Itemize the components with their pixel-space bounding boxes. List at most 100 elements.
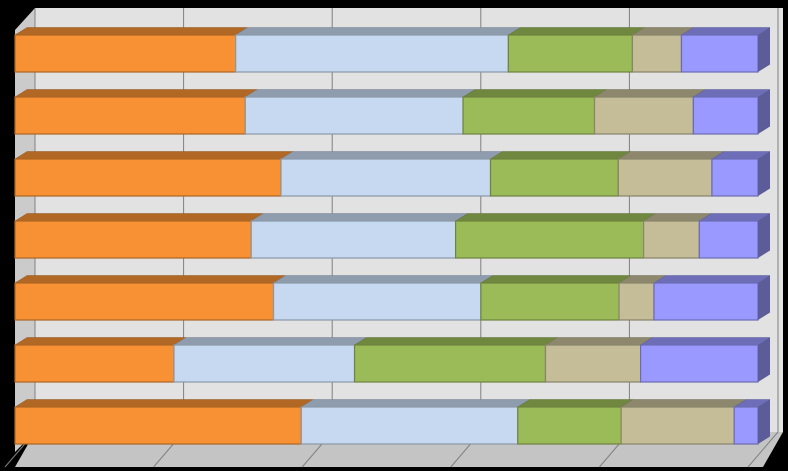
bar-segment-5-row-5-front: [653, 282, 759, 321]
bar-segment-5-row-5-top: [653, 275, 771, 284]
bar-segment-5-row-6-front: [640, 344, 759, 383]
bar-segment-1-row-4: [14, 213, 265, 259]
bar-segment-5-row-2-front: [692, 96, 759, 135]
bar-segment-4-row-4-front: [642, 220, 700, 259]
bar-segment-3-row-2: [462, 89, 608, 135]
bar-segment-2-row-4: [250, 213, 469, 259]
bar-segment-1-row-4-top: [14, 213, 265, 222]
bar-segment-3-row-5-front: [480, 282, 620, 321]
bar-segment-1-row-3-front: [14, 158, 282, 197]
bar-segment-1-row-2-front: [14, 96, 246, 135]
bar-segment-2-row-6-front: [173, 344, 356, 383]
bar-segment-4-row-7-top: [620, 399, 748, 408]
bar-segment-2-row-1: [234, 27, 522, 73]
bar-segment-2-row-3: [280, 151, 504, 197]
bar-segment-2-row-3-top: [280, 151, 504, 160]
bar-segment-1-row-3: [14, 151, 294, 197]
bar-segment-2-row-2-top: [244, 89, 476, 98]
bar-segment-5-row-1-front: [680, 34, 759, 73]
bar-segment-2-row-6-top: [173, 337, 368, 346]
bar-segment-4-row-3-top: [617, 151, 725, 160]
bar-segment-1-row-5-top: [14, 275, 287, 284]
bar-segment-1-row-5-front: [14, 282, 275, 321]
bar-segment-2-row-4-top: [250, 213, 469, 222]
bar-segment-2-row-7: [300, 399, 531, 445]
bar-segment-2-row-3-front: [280, 158, 492, 197]
bar-segment-1-row-5: [14, 275, 287, 321]
bar-segment-2-row-5-top: [272, 275, 494, 284]
bar-segment-4-row-1-front: [631, 34, 683, 73]
bar-segment-3-row-2-top: [462, 89, 608, 98]
bar-segment-2-row-6: [173, 337, 368, 383]
bar-segment-4-row-7-front: [620, 406, 735, 445]
bar-segment-3-row-3-front: [489, 158, 619, 197]
bar-segment-2-row-2-front: [244, 96, 464, 135]
bar-segment-5-row-6-side: [758, 337, 770, 382]
bar-segment-3-row-1-top: [507, 27, 646, 36]
bar-segment-3-row-5: [479, 275, 632, 321]
bar-segment-3-row-3-top: [489, 151, 632, 160]
bar-segment-4-row-3: [617, 151, 725, 197]
bar-segment-3-row-7-top: [516, 399, 635, 408]
bar-segment-4-row-5-front: [618, 282, 655, 321]
bar-segment-5-row-1-side: [758, 27, 770, 72]
bar-segment-2-row-5-front: [272, 282, 482, 321]
bar-segment-1-row-2-top: [14, 89, 259, 98]
bar-segment-5-row-7: [733, 399, 771, 445]
bar-segment-5-row-7-front: [733, 406, 759, 445]
bar-segment-3-row-1-front: [507, 34, 634, 73]
bar-segment-3-row-4-front: [454, 220, 645, 259]
bar-segment-5-row-1: [680, 27, 771, 73]
bar-segment-1-row-6-front: [14, 344, 175, 383]
bar-segment-1-row-7: [14, 399, 315, 445]
bar-segment-4-row-3-front: [617, 158, 713, 197]
bar-segment-5-row-4-top: [698, 213, 771, 222]
bar-segment-2-row-1-front: [235, 34, 509, 73]
bar-segment-2-row-1-top: [234, 27, 522, 36]
bar-segment-5-row-2-top: [692, 89, 771, 98]
bar-segment-3-row-5-top: [479, 275, 632, 284]
bar-segment-3-row-7-front: [517, 406, 622, 445]
bar-segment-2-row-4-front: [250, 220, 457, 259]
bar-segment-3-row-1: [507, 27, 646, 73]
bar-segment-1-row-2: [14, 89, 259, 135]
bar-segment-1-row-6: [14, 337, 187, 383]
bar-segment-2-row-5: [272, 275, 494, 321]
bar-segment-2-row-2: [244, 89, 476, 135]
bar-segment-4-row-5: [618, 275, 667, 321]
bar-segment-5-row-3-front: [711, 158, 759, 197]
floor-gridline: [747, 431, 779, 468]
bar-segment-3-row-4: [454, 213, 657, 259]
bar-segment-4-row-6-top: [544, 337, 654, 346]
bar-segment-5-row-2-side: [758, 89, 770, 134]
bar-segment-2-row-7-top: [300, 399, 531, 408]
bar-segment-1-row-4-front: [14, 220, 252, 259]
bar-series-group: [14, 27, 771, 445]
bar-segment-4-row-7: [620, 399, 748, 445]
bar-segment-1-row-7-front: [14, 406, 302, 445]
bar-segment-4-row-6: [544, 337, 654, 383]
bar-segment-1-row-6-top: [14, 337, 187, 346]
bar-segment-1-row-3-top: [14, 151, 294, 160]
bar-segment-4-row-2: [593, 89, 707, 135]
bar-segment-5-row-2: [692, 89, 771, 135]
bar-segment-5-row-4: [698, 213, 771, 259]
bar-segment-4-row-6-front: [544, 344, 642, 383]
bar-segment-4-row-2-top: [593, 89, 707, 98]
bar-segment-5-row-5-side: [758, 275, 770, 320]
bar-segment-5-row-4-front: [698, 220, 759, 259]
bar-segment-2-row-7-front: [300, 406, 519, 445]
bar-segment-5-row-6-top: [639, 337, 771, 346]
bar-segment-3-row-6-top: [353, 337, 559, 346]
bar-segment-1-row-1: [14, 27, 249, 73]
bar-segment-5-row-4-side: [758, 213, 770, 258]
bar-segment-3-row-6: [353, 337, 559, 383]
bar-segment-3-row-2-front: [462, 96, 596, 135]
bar-segment-1-row-7-top: [14, 399, 315, 408]
bar-segment-5-row-5: [653, 275, 771, 321]
bar-segment-3-row-4-top: [454, 213, 657, 222]
bar-segment-3-row-6-front: [353, 344, 547, 383]
bar-segment-1-row-1-top: [14, 27, 249, 36]
bar-segment-5-row-7-side: [758, 399, 770, 444]
